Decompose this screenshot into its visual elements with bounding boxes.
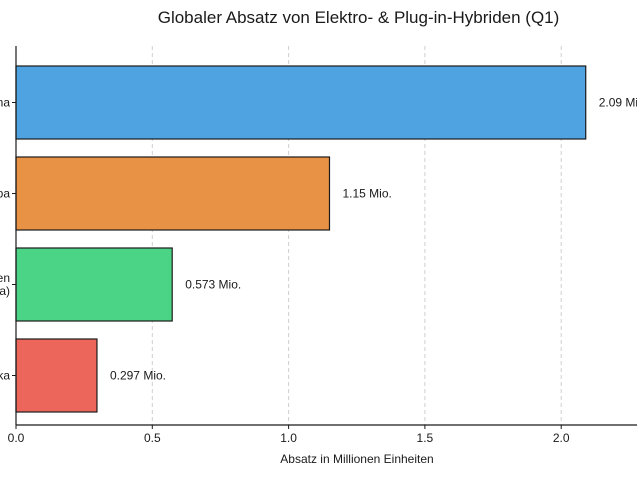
value-label: 1.15 Mio. — [342, 187, 391, 201]
value-label: 0.573 Mio. — [185, 278, 241, 292]
category-label: pa — [0, 187, 10, 201]
x-tick-label: 0.0 — [8, 431, 25, 445]
x-axis-label: Absatz in Millionen Einheiten — [280, 452, 433, 466]
category-label: a) — [0, 284, 10, 298]
x-tick-label: 0.5 — [144, 431, 161, 445]
bar — [16, 66, 586, 139]
category-label: ka — [0, 369, 10, 383]
value-label: 2.09 Mi — [599, 96, 637, 110]
bar — [16, 339, 97, 412]
x-tick-label: 2.0 — [553, 431, 570, 445]
x-tick-label: 1.5 — [417, 431, 434, 445]
bar — [16, 157, 329, 230]
bar — [16, 248, 172, 321]
bars-group — [16, 66, 586, 412]
category-label: na — [0, 96, 10, 110]
value-label: 0.297 Mio. — [110, 369, 166, 383]
category-label: en — [0, 271, 10, 285]
x-tick-label: 1.0 — [280, 431, 297, 445]
